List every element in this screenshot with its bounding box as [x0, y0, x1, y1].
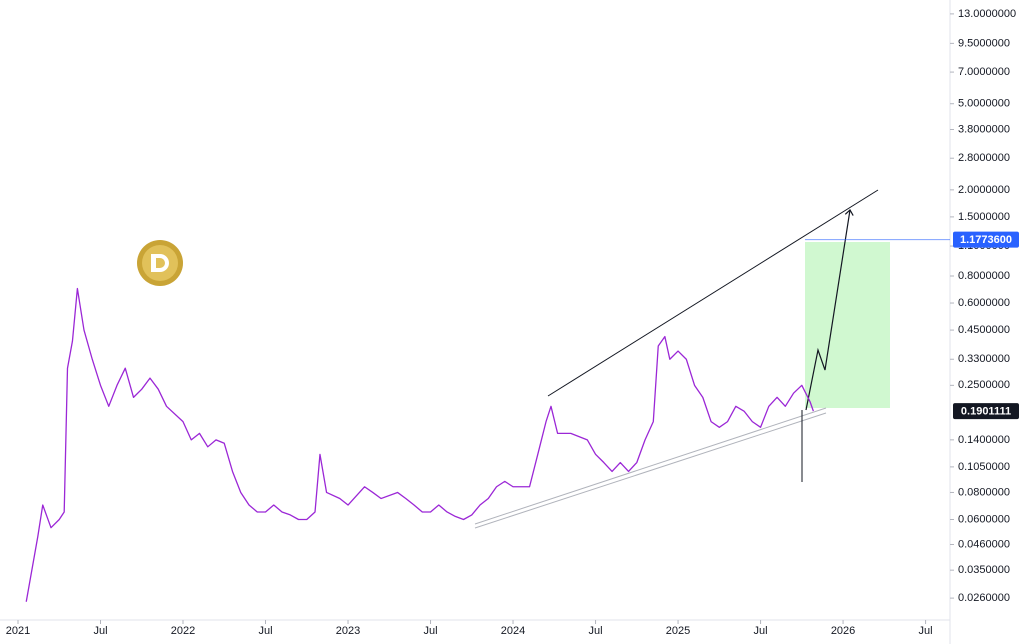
x-tick-label: 2023 [336, 625, 360, 637]
price-label: 0.1901111 [961, 405, 1011, 417]
x-tick-label: Jul [754, 625, 768, 637]
price-line [25, 287, 814, 602]
y-tick-label: 0.8000000 [958, 270, 1010, 282]
y-tick-label: 0.0260000 [958, 592, 1010, 604]
x-tick-label: Jul [93, 625, 107, 637]
target-zone [805, 242, 890, 408]
x-tick-label: 2025 [666, 625, 690, 637]
y-tick-label: 13.0000000 [958, 8, 1016, 20]
price-label-box [953, 403, 1019, 420]
y-tick-label: 5.0000000 [958, 98, 1010, 110]
x-tick-label: 2026 [831, 625, 855, 637]
y-tick-label: 0.0600000 [958, 513, 1010, 525]
x-tick-label: 2021 [6, 625, 30, 637]
y-tick-label: 2.8000000 [958, 152, 1010, 164]
lower-trendline [474, 407, 827, 525]
x-tick-label: Jul [423, 625, 437, 637]
y-tick-label: 0.2500000 [958, 379, 1010, 391]
doge-logo [137, 240, 183, 286]
y-tick-label: 0.0460000 [958, 538, 1010, 550]
y-tick-label: 9.5000000 [958, 37, 1010, 49]
y-tick-label: 0.0350000 [958, 564, 1010, 576]
price-label: 1.1773600 [960, 234, 1012, 246]
x-tick-label: Jul [589, 625, 603, 637]
y-tick-label: 0.1400000 [958, 434, 1010, 446]
projection-arrow [805, 209, 854, 411]
y-tick-label: 0.6000000 [958, 297, 1010, 309]
x-tick-label: Jul [919, 625, 933, 637]
y-tick-label: 0.0800000 [958, 486, 1010, 498]
x-tick-label: 2022 [171, 625, 195, 637]
lower-trendline [474, 412, 827, 529]
price-label-box [953, 231, 1019, 248]
y-tick-label: 1.5000000 [958, 211, 1010, 223]
x-tick-label: Jul [258, 625, 272, 637]
y-tick-label: 0.3300000 [958, 353, 1010, 365]
y-tick-label: 3.8000000 [958, 123, 1010, 135]
y-tick-label: 0.4500000 [958, 324, 1010, 336]
y-tick-label: 2.0000000 [958, 184, 1010, 196]
plot [25, 287, 814, 602]
y-tick-label: 7.0000000 [958, 66, 1010, 78]
upper-trendline [547, 189, 879, 397]
x-tick-label: 2024 [501, 625, 525, 637]
y-tick-label: 0.1050000 [958, 461, 1010, 473]
